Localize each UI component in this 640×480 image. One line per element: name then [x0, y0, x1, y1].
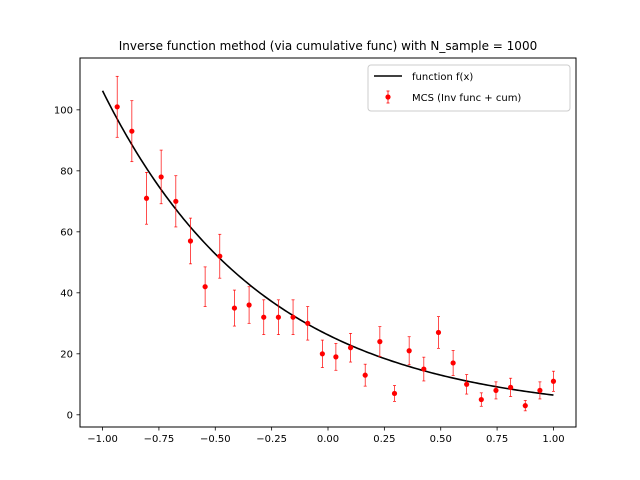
y-tick-label: 40	[60, 288, 73, 299]
data-point	[158, 149, 164, 205]
data-point	[464, 374, 470, 395]
y-tick-label: 20	[60, 349, 73, 360]
x-tick-label: 0.00	[317, 434, 339, 445]
legend-label-mcs: MCS (Inv func + cum)	[412, 93, 521, 104]
data-marker	[377, 339, 383, 345]
data-marker	[537, 387, 543, 394]
x-tick-label: 0.25	[373, 434, 395, 445]
data-marker	[522, 403, 528, 409]
data-marker	[158, 174, 164, 180]
data-point	[290, 299, 296, 335]
data-marker	[362, 372, 368, 378]
data-point	[333, 343, 339, 371]
x-tick-label: 0.50	[430, 434, 452, 445]
data-point	[435, 316, 442, 349]
data-marker	[421, 366, 427, 372]
y-tick-label: 0	[67, 410, 73, 421]
data-point	[508, 377, 514, 397]
data-point	[187, 217, 194, 265]
data-point	[450, 350, 456, 376]
data-marker	[435, 329, 442, 336]
data-marker	[129, 128, 135, 134]
data-marker	[217, 253, 223, 259]
plot-area	[101, 75, 557, 412]
data-marker	[202, 284, 208, 290]
x-tick-label: −0.50	[200, 434, 231, 445]
data-point	[391, 385, 398, 402]
data-point	[217, 233, 223, 279]
y-axis: 0 20 40 60 80 100	[54, 105, 80, 421]
data-point	[522, 400, 528, 412]
data-marker	[114, 104, 120, 110]
data-marker	[347, 345, 354, 351]
legend-label-function: function f(x)	[412, 72, 473, 83]
x-tick-label: −0.75	[144, 434, 175, 445]
data-point	[246, 286, 252, 324]
data-marker	[261, 314, 267, 320]
data-point	[347, 333, 354, 363]
legend: function f(x) MCS (Inv func + cum)	[367, 64, 571, 112]
function-curve	[101, 90, 554, 396]
data-point	[261, 299, 267, 335]
data-marker	[450, 360, 456, 366]
x-axis: −1.00 −0.75 −0.50 −0.25 0.00 0.25 0.50 0.75 1.00	[87, 427, 565, 445]
data-point	[202, 266, 208, 307]
chart-title: Inverse function method (via cumulative …	[119, 39, 537, 53]
data-marker	[493, 387, 499, 394]
data-point	[129, 100, 135, 163]
data-point	[231, 289, 238, 327]
data-point	[493, 381, 499, 400]
data-point	[143, 172, 150, 225]
data-marker	[333, 354, 339, 360]
data-point	[377, 326, 383, 357]
data-marker	[391, 390, 398, 397]
data-marker	[187, 238, 194, 244]
legend-box	[367, 64, 571, 112]
data-point	[478, 392, 484, 407]
axes-frame	[79, 57, 577, 428]
data-marker	[319, 351, 325, 357]
data-point	[275, 299, 281, 335]
x-tick-label: 1.00	[542, 434, 564, 445]
data-marker	[305, 320, 311, 326]
y-tick-label: 60	[60, 227, 73, 238]
data-marker	[406, 348, 412, 354]
data-marker	[143, 195, 150, 201]
y-tick-label: 100	[54, 105, 73, 116]
data-point	[173, 175, 179, 228]
y-tick-label: 80	[60, 166, 73, 177]
data-point	[362, 363, 368, 387]
legend-marker-swatch	[385, 94, 391, 100]
data-marker	[246, 302, 252, 308]
data-marker	[508, 384, 514, 390]
data-point	[421, 356, 427, 382]
x-tick-label: −0.25	[256, 434, 287, 445]
data-marker	[173, 198, 179, 204]
x-tick-label: 0.75	[486, 434, 508, 445]
data-point	[319, 339, 325, 368]
data-marker	[290, 314, 296, 320]
data-marker	[478, 396, 484, 403]
data-point	[114, 75, 120, 138]
data-point	[537, 381, 543, 400]
data-marker	[231, 305, 238, 311]
data-point	[406, 336, 412, 366]
data-marker	[464, 381, 470, 387]
data-point	[550, 370, 557, 392]
data-marker	[275, 314, 281, 320]
data-point	[305, 306, 311, 341]
x-tick-label: −1.00	[87, 434, 118, 445]
data-marker	[550, 378, 557, 384]
